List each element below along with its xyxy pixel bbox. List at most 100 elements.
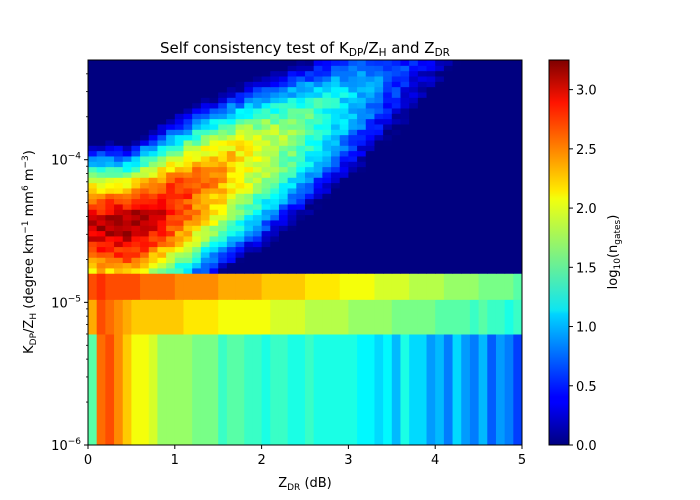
heatmap-cell [166, 91, 176, 98]
heatmap-cell [261, 166, 271, 173]
heatmap-cell [409, 262, 419, 269]
heatmap-cell [452, 198, 462, 205]
heatmap-cell [200, 182, 211, 189]
heatmap-cell [478, 214, 488, 221]
heatmap-cell [331, 60, 341, 66]
heatmap-cell [495, 262, 506, 269]
heatmap-cell [183, 198, 193, 205]
heatmap-cell [443, 123, 454, 130]
heatmap-cell [278, 334, 289, 446]
heatmap-cell [374, 203, 384, 210]
heatmap-cell [96, 97, 106, 104]
heatmap-cell [374, 118, 384, 125]
heatmap-cell [331, 166, 341, 173]
heatmap-cell [339, 193, 349, 200]
heatmap-cell [478, 166, 488, 173]
heatmap-cell [192, 150, 202, 157]
heatmap-cell [148, 177, 158, 184]
heatmap-cell [140, 251, 150, 258]
heatmap-cell [409, 139, 419, 146]
heatmap-cell [322, 81, 332, 88]
heatmap-cell [400, 65, 410, 72]
heatmap-cell [487, 86, 497, 93]
heatmap-cell [88, 97, 98, 104]
heatmap-cell [296, 177, 306, 184]
heatmap-cell [417, 139, 428, 146]
heatmap-cell [88, 235, 98, 242]
heatmap-cell [417, 129, 428, 136]
heatmap-cell [287, 219, 297, 226]
heatmap-cell [261, 150, 271, 157]
heatmap-cell [200, 177, 211, 184]
heatmap-cell [461, 230, 471, 237]
heatmap-cell [383, 193, 393, 200]
heatmap-cell [443, 257, 454, 264]
heatmap-cell [443, 198, 454, 205]
heatmap-cell [461, 273, 471, 300]
heatmap-cell [313, 246, 323, 253]
heatmap-cell [226, 91, 237, 98]
heatmap-cell [487, 134, 497, 141]
x-tick-label: 5 [518, 453, 526, 468]
heatmap-cell [452, 225, 462, 232]
heatmap-cell [218, 145, 228, 152]
heatmap-cell [495, 113, 506, 120]
heatmap-cell [200, 230, 211, 237]
heatmap-cell [183, 182, 193, 189]
heatmap-cell [374, 86, 384, 93]
heatmap-cell [495, 219, 506, 226]
heatmap-cell [339, 75, 349, 82]
heatmap-cell [443, 65, 454, 72]
heatmap-cell [148, 97, 158, 104]
heatmap-cell [166, 246, 176, 253]
heatmap-cell [131, 251, 141, 258]
heatmap-cell [192, 75, 202, 82]
heatmap-cell [400, 209, 410, 216]
heatmap-cell [504, 182, 514, 189]
heatmap-cell [331, 129, 341, 136]
heatmap-cell [105, 134, 115, 141]
heatmap-cell [183, 166, 193, 173]
heatmap-cell [287, 65, 297, 72]
heatmap-cell [131, 123, 141, 130]
heatmap-cell [278, 171, 289, 178]
heatmap-cell [278, 65, 289, 72]
heatmap-cell [261, 262, 271, 269]
heatmap-cell [296, 273, 306, 300]
heatmap-cell [339, 334, 349, 446]
heatmap-cell [183, 65, 193, 72]
heatmap-cell [114, 70, 124, 77]
heatmap-cell [174, 262, 184, 269]
heatmap-cell [409, 129, 419, 136]
heatmap-cell [218, 209, 228, 216]
heatmap-cell [426, 334, 436, 446]
heatmap-cell [131, 60, 141, 66]
heatmap-cell [270, 241, 280, 248]
heatmap-cell [365, 299, 375, 335]
heatmap-cell [174, 97, 184, 104]
heatmap-cell [469, 187, 480, 194]
heatmap-cell [114, 257, 124, 264]
heatmap-cell [122, 65, 132, 72]
heatmap-cell [365, 118, 375, 125]
heatmap-cell [365, 267, 375, 274]
heatmap-cell [469, 145, 480, 152]
heatmap-cell [192, 257, 202, 264]
heatmap-cell [148, 182, 158, 189]
heatmap-cell [114, 193, 124, 200]
heatmap-cell [148, 225, 158, 232]
heatmap-cell [200, 209, 211, 216]
heatmap-cell [322, 198, 332, 205]
heatmap-cell [244, 187, 254, 194]
heatmap-cell [166, 177, 176, 184]
heatmap-cell [235, 214, 245, 221]
heatmap-cell [400, 107, 410, 114]
heatmap-cell [235, 235, 245, 242]
heatmap-cell [495, 214, 506, 221]
heatmap-cell [452, 267, 462, 274]
heatmap-cell [322, 123, 332, 130]
heatmap-cell [140, 107, 150, 114]
x-tick-label: 2 [257, 453, 265, 468]
heatmap-cell [487, 334, 497, 446]
